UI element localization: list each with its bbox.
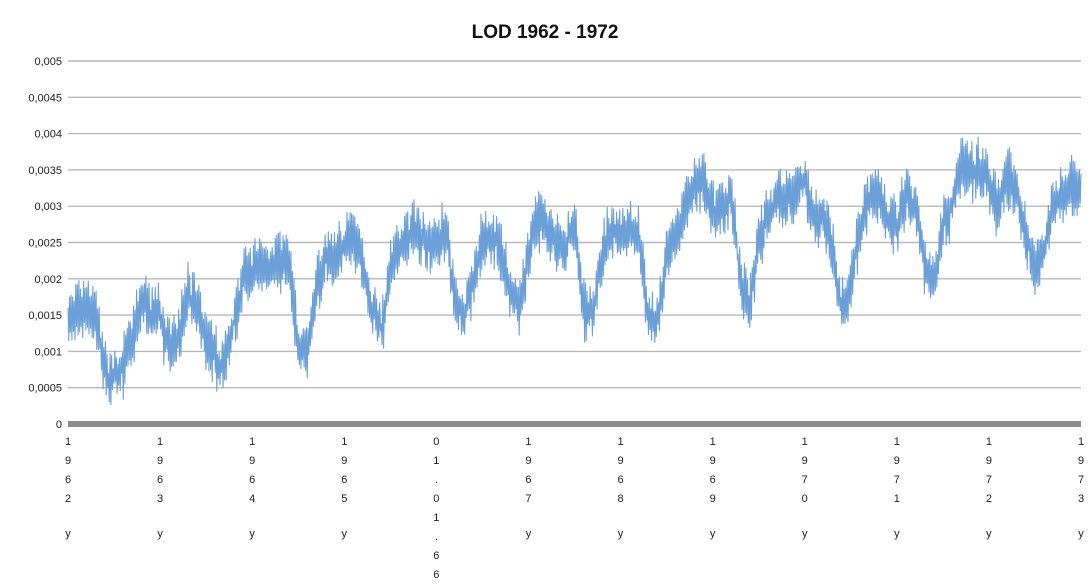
svg-text:9: 9 [802, 455, 808, 467]
svg-text:y: y [65, 528, 71, 540]
svg-text:y: y [526, 528, 532, 540]
svg-text:1: 1 [249, 436, 255, 448]
svg-text:7: 7 [802, 474, 808, 486]
svg-text:6: 6 [249, 474, 255, 486]
svg-text:.: . [435, 474, 438, 486]
svg-text:9: 9 [341, 455, 347, 467]
x-tick-label: 1 9 7 1 y [894, 436, 900, 540]
svg-text:1: 1 [617, 436, 623, 448]
series-line [67, 136, 1082, 405]
y-axis-tick-labels: 0 0,0005 0,001 0,0015 0,002 0,0025 0,003 0,0035… [28, 56, 62, 431]
x-tick-label: 1 9 6 2 y [65, 436, 71, 540]
y-tick-label: 0,004 [34, 129, 62, 141]
svg-text:6: 6 [433, 550, 439, 562]
y-tick-label: 0,0025 [28, 238, 62, 250]
svg-text:1: 1 [894, 436, 900, 448]
y-tick-label: 0,001 [34, 346, 62, 358]
svg-text:9: 9 [65, 455, 71, 467]
svg-text:y: y [1078, 528, 1084, 540]
svg-text:y: y [249, 528, 255, 540]
x-tick-label: 1 9 6 5 y [341, 436, 347, 540]
svg-text:7: 7 [986, 474, 992, 486]
svg-text:0: 0 [433, 493, 439, 505]
svg-text:9: 9 [710, 455, 716, 467]
svg-text:1: 1 [341, 436, 347, 448]
svg-text:y: y [802, 528, 808, 540]
svg-text:1: 1 [894, 493, 900, 505]
y-tick-label: 0,0005 [28, 383, 62, 395]
x-tick-label: 1 9 7 2 y [986, 436, 992, 540]
y-tick-label: 0 [56, 419, 62, 431]
y-tick-label: 0,0045 [28, 92, 62, 104]
x-tick-label: 0 1. 0 1. 6 6 [433, 436, 439, 581]
svg-text:9: 9 [525, 455, 531, 467]
svg-text:9: 9 [894, 455, 900, 467]
svg-text:5: 5 [341, 493, 347, 505]
svg-text:y: y [157, 528, 163, 540]
y-tick-label: 0,0015 [28, 310, 62, 322]
svg-text:9: 9 [617, 455, 623, 467]
x-tick-label: 1 9 6 9 y [710, 436, 716, 540]
chart-title: LOD 1962 - 1972 [472, 22, 619, 43]
svg-text:1: 1 [433, 455, 439, 467]
svg-text:6: 6 [710, 474, 716, 486]
svg-text:6: 6 [525, 474, 531, 486]
x-axis [68, 421, 1081, 427]
svg-text:4: 4 [249, 493, 255, 505]
svg-text:1: 1 [986, 436, 992, 448]
svg-text:7: 7 [894, 474, 900, 486]
x-tick-label: 1 9 7 3 y [1078, 436, 1084, 540]
svg-text:3: 3 [157, 493, 163, 505]
svg-text:9: 9 [1078, 455, 1084, 467]
x-tick-label: 1 9 6 4 y [249, 436, 255, 540]
svg-text:.: . [435, 531, 438, 543]
svg-text:0: 0 [802, 493, 808, 505]
y-tick-label: 0,005 [34, 56, 62, 68]
x-axis-tick-labels: 1 9 6 2 y 1 9 6 3 y 1 9 6 4 y 1 9 6 5 y 0 1. 0 1. 6 6 1 9 6 7 y 1 9 6 8 y 1 9… [65, 436, 1084, 581]
svg-text:7: 7 [525, 493, 531, 505]
svg-text:6: 6 [341, 474, 347, 486]
svg-text:9: 9 [986, 455, 992, 467]
svg-text:1: 1 [802, 436, 808, 448]
x-axis-line [68, 421, 1081, 427]
svg-text:y: y [894, 528, 900, 540]
svg-text:y: y [710, 528, 716, 540]
svg-text:9: 9 [157, 455, 163, 467]
x-tick-label: 1 9 7 0 y [802, 436, 808, 540]
series-layer [67, 136, 1082, 405]
svg-text:2: 2 [65, 493, 71, 505]
svg-text:0: 0 [433, 436, 439, 448]
svg-text:1: 1 [157, 436, 163, 448]
svg-text:6: 6 [617, 474, 623, 486]
x-tick-label: 1 9 6 7 y [525, 436, 531, 540]
svg-text:9: 9 [249, 455, 255, 467]
svg-text:1: 1 [433, 512, 439, 524]
svg-text:1: 1 [65, 436, 71, 448]
svg-text:1: 1 [710, 436, 716, 448]
svg-text:6: 6 [65, 474, 71, 486]
svg-text:6: 6 [433, 569, 439, 581]
y-tick-label: 0,002 [34, 274, 62, 286]
svg-text:6: 6 [157, 474, 163, 486]
svg-text:y: y [342, 528, 348, 540]
svg-text:9: 9 [710, 493, 716, 505]
svg-text:3: 3 [1078, 493, 1084, 505]
svg-text:1: 1 [525, 436, 531, 448]
svg-text:1: 1 [1078, 436, 1084, 448]
x-tick-label: 1 9 6 8 y [617, 436, 623, 540]
svg-text:7: 7 [1078, 474, 1084, 486]
y-tick-label: 0,003 [34, 201, 62, 213]
y-tick-label: 0,0035 [28, 165, 62, 177]
svg-text:y: y [986, 528, 992, 540]
svg-text:2: 2 [986, 493, 992, 505]
svg-text:y: y [618, 528, 624, 540]
x-tick-label: 1 9 6 3 y [157, 436, 163, 540]
svg-text:8: 8 [617, 493, 623, 505]
